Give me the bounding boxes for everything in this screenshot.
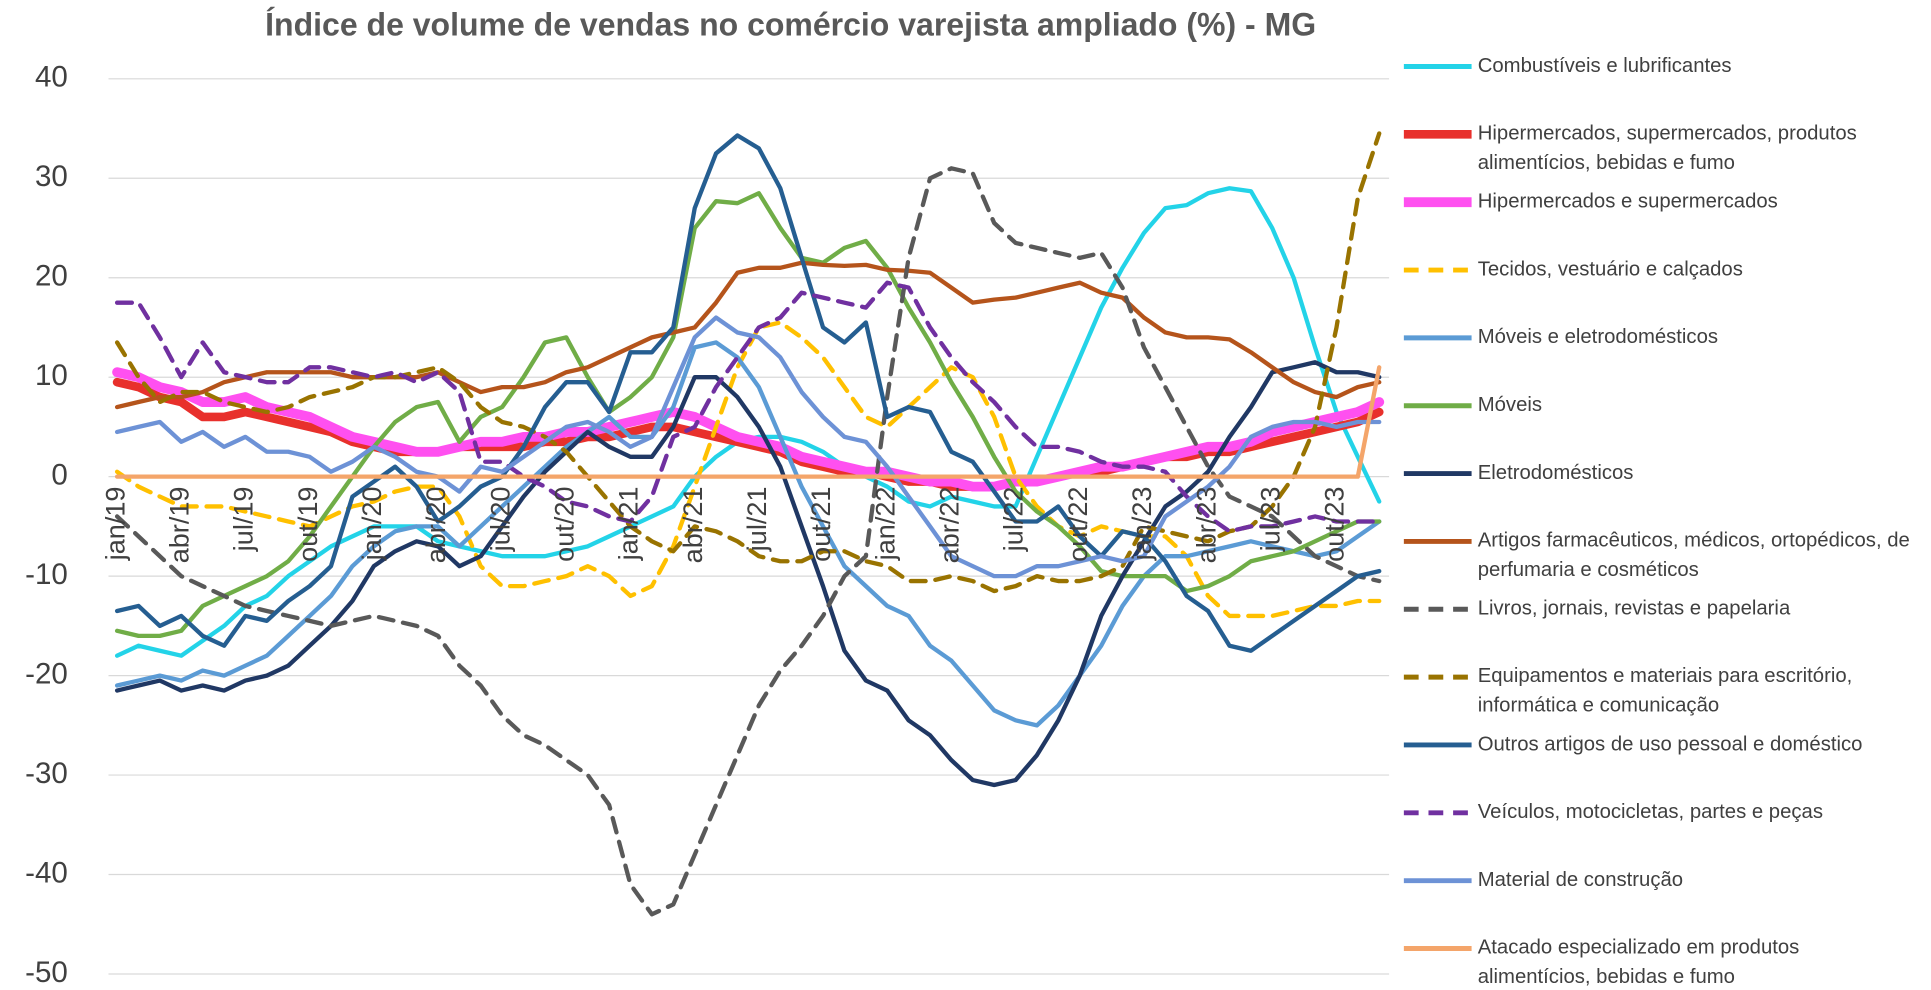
x-tick-label: out/19 xyxy=(292,487,323,562)
series-line xyxy=(114,340,1382,728)
x-tick-label: abr/19 xyxy=(163,487,194,564)
x-tick-label: jan/22 xyxy=(869,487,900,562)
x-tick-label: abr/23 xyxy=(1190,487,1221,564)
x-tick-label: jul/21 xyxy=(741,487,772,553)
legend-label: Tecidos, vestuário e calçados xyxy=(1478,258,1743,280)
x-tick-label: jan/21 xyxy=(613,487,644,562)
legend-label: Veículos, motocicletas, partes e peças xyxy=(1478,801,1823,823)
legend-label-line: Atacado especializado em produtos xyxy=(1478,937,1805,959)
series-line xyxy=(114,260,1382,410)
legend-label: Equipamentos e materiais para escritório… xyxy=(1478,665,1858,717)
legend-label: Móveis e eletrodomésticos xyxy=(1478,326,1718,348)
series-line xyxy=(114,191,1382,639)
y-tick-label: 20 xyxy=(35,260,68,293)
x-tick-label: jul/23 xyxy=(1254,487,1285,553)
series-line xyxy=(114,166,1382,917)
x-tick-label: out/20 xyxy=(548,487,579,562)
legend-label: Livros, jornais, revistas e papelaria xyxy=(1478,598,1791,620)
x-tick-label: out/21 xyxy=(805,487,836,562)
series-line xyxy=(114,365,1382,479)
legend-label: Móveis xyxy=(1478,394,1542,416)
x-tick-label: jul/22 xyxy=(998,487,1029,553)
legend-label: Artigos farmacêuticos, médicos, ortopédi… xyxy=(1478,530,1916,582)
x-tick-label: jul/20 xyxy=(484,487,515,553)
x-tick-label: abr/22 xyxy=(934,487,965,564)
series-line xyxy=(114,320,1382,619)
x-tick-label: abr/20 xyxy=(420,487,451,564)
y-tick-label: 10 xyxy=(35,359,68,392)
y-tick-label: -20 xyxy=(25,657,68,690)
chart-title: Índice de volume de vendas no comércio v… xyxy=(265,7,1316,43)
y-tick-label: -40 xyxy=(25,856,68,889)
y-tick-label: -50 xyxy=(25,956,68,989)
legend-label-line: informática e comunicação xyxy=(1478,695,1719,717)
legend-label-line: Equipamentos e materiais para escritório… xyxy=(1478,665,1858,687)
series-line xyxy=(114,315,1382,579)
y-tick-label: -10 xyxy=(25,558,68,591)
legend-label: Outros artigos de uso pessoal e doméstic… xyxy=(1478,733,1863,755)
x-tick-label: jan/19 xyxy=(99,487,130,562)
legend-label-line: alimentícios, bebidas e fumo xyxy=(1478,966,1735,988)
legend-label: Hipermercados, supermercados, produtos a… xyxy=(1478,123,1863,175)
legend-label: Eletrodomésticos xyxy=(1478,462,1634,484)
series-line xyxy=(114,133,1382,653)
legend-label: Atacado especializado em produtos alimen… xyxy=(1478,937,1805,989)
legend-label: Combustíveis e lubrificantes xyxy=(1478,55,1732,77)
legend-label-line: Artigos farmacêuticos, médicos, ortopédi… xyxy=(1478,530,1916,552)
y-tick-label: -30 xyxy=(25,757,68,790)
legend-label: Hipermercados e supermercados xyxy=(1478,191,1778,213)
x-tick-label: out/22 xyxy=(1062,487,1093,562)
y-tick-label: 0 xyxy=(51,458,67,491)
y-tick-label: 30 xyxy=(35,160,68,193)
legend-label-line: perfumaria e cosméticos xyxy=(1478,559,1699,581)
x-tick-label: out/23 xyxy=(1319,487,1350,562)
legend-label: Material de construção xyxy=(1478,869,1683,891)
legend-label-line: Hipermercados, supermercados, produtos xyxy=(1478,123,1863,145)
series-line xyxy=(114,360,1382,788)
x-tick-label: abr/21 xyxy=(677,487,708,564)
x-tick-label: jul/19 xyxy=(228,487,259,553)
y-tick-label: 40 xyxy=(35,61,68,94)
x-tick-label: jan/20 xyxy=(356,487,387,562)
x-tick-label: jan/23 xyxy=(1126,487,1157,562)
series-line xyxy=(114,131,1382,594)
legend-label-line: alimentícios, bebidas e fumo xyxy=(1478,152,1735,174)
series-line xyxy=(112,367,1385,492)
